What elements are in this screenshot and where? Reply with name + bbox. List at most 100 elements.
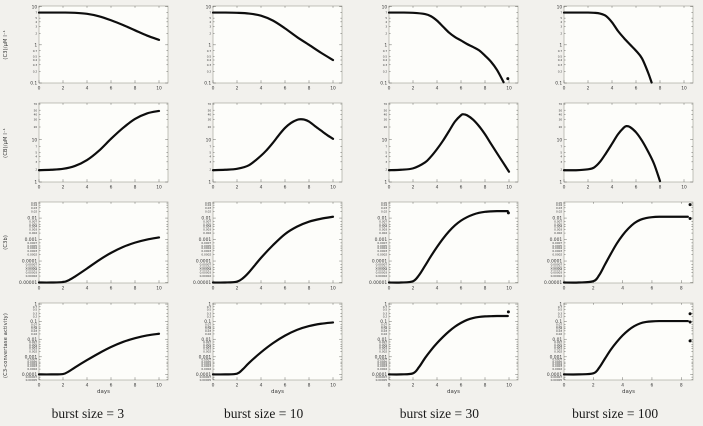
tick-label: 0.0004 <box>201 246 211 250</box>
tick-label: 0.02 <box>556 332 562 336</box>
tick-label: 4 <box>209 20 211 24</box>
tick-label: 4 <box>86 85 89 91</box>
tick-label: 0.02 <box>380 210 386 214</box>
tick-label: 30 <box>207 118 211 122</box>
tick-label: 1 <box>208 180 211 186</box>
data-point-marker <box>688 217 692 221</box>
tick-label: 0.2 <box>558 314 563 318</box>
tick-label: 0.3 <box>558 63 563 67</box>
tick-label: 70 <box>34 102 38 106</box>
tick-label: 4 <box>561 155 563 159</box>
tick-label: 0.02 <box>556 210 562 214</box>
tick-label: 0.02 <box>31 332 37 336</box>
tick-label: 0.0002 <box>377 367 387 371</box>
tick-label: 0.04 <box>380 203 386 207</box>
tick-label: 0.3 <box>33 311 38 315</box>
tick-label: 0 <box>211 85 214 91</box>
plot-cell: (C3-convertase activity) 1 0.1 0.01 0.001 0.… <box>0 297 176 402</box>
tick-label: 0.004 <box>203 225 211 229</box>
tick-label: 0 <box>211 285 214 291</box>
tick-label: 0.05 <box>380 325 386 329</box>
data-curve <box>387 314 509 376</box>
tick-label: 8 <box>307 285 310 291</box>
tick-label: 0.0002 <box>377 253 387 257</box>
tick-label: 3 <box>35 160 37 164</box>
tick-label: 3 <box>385 25 387 29</box>
tick-label: 0.01 <box>377 337 387 343</box>
tick-label: 0.0001 <box>371 372 387 378</box>
tick-label: 0.002 <box>29 350 37 354</box>
tick-label: 0.01 <box>201 337 211 343</box>
tick-label: 0.4 <box>33 58 38 62</box>
plot-frame <box>212 302 343 381</box>
tick-label: 0.3 <box>558 311 563 315</box>
tick-label: 2 <box>411 382 414 388</box>
tick-label: 0.005 <box>379 343 387 347</box>
tick-label: 1 <box>560 42 563 48</box>
tick-label: 0.7 <box>33 49 38 53</box>
tick-label: 2 <box>592 382 595 388</box>
tick-label: 0.00001 <box>544 280 562 286</box>
tick-label: 0.0001 <box>547 372 563 378</box>
tick-label: 0.7 <box>33 305 38 309</box>
tick-label: 20 <box>207 125 211 129</box>
data-curve <box>37 236 161 284</box>
tick-label: 1 <box>208 302 211 308</box>
tick-label: 0.01 <box>553 337 563 343</box>
tick-label: 0 <box>38 285 41 291</box>
tick-label: 0.05 <box>380 201 386 205</box>
tick-label: 0.0001 <box>547 259 563 265</box>
tick-label: 50 <box>559 108 563 112</box>
tick-label: 20 <box>383 125 387 129</box>
tick-label: 0.4 <box>206 58 211 62</box>
tick-label: 0.007 <box>203 220 211 224</box>
tick-label: 0.0007 <box>553 358 563 362</box>
tick-label: 0.00005 <box>551 266 563 270</box>
tick-label: 4 <box>209 155 211 159</box>
x-axis-label: days <box>271 389 284 395</box>
tick-label: 0.0001 <box>22 259 38 265</box>
tick-label: 0.0003 <box>201 249 211 253</box>
tick-label: 0.002 <box>203 231 211 235</box>
tick-label: 10 <box>330 285 336 291</box>
tick-label: 6 <box>283 184 286 190</box>
plot-frame <box>38 5 169 84</box>
data-curve <box>211 321 334 376</box>
tick-label: 0.2 <box>382 70 387 74</box>
tick-label: 7 <box>35 144 37 148</box>
tick-label: 4 <box>435 85 438 91</box>
tick-label: 40 <box>34 112 38 116</box>
tick-label: 4 <box>611 85 614 91</box>
tick-label: 0.0007 <box>377 358 387 362</box>
tick-label: 1 <box>34 302 37 308</box>
tick-label: 5 <box>35 151 37 155</box>
tick-label: 10 <box>557 137 563 143</box>
tick-label: 0.1 <box>555 81 562 87</box>
y-axis-label-text: (C3b) <box>2 235 9 250</box>
data-curve <box>37 11 161 41</box>
tick-label: 10 <box>381 137 387 143</box>
tick-label: 0.1 <box>30 81 37 87</box>
tick-label: 0.03 <box>556 329 562 333</box>
tick-label: 8 <box>680 285 683 291</box>
tick-label: 0.0005 <box>27 360 37 364</box>
y-axis-label-cb: (CB)/μM l⁻¹ <box>0 97 11 188</box>
plot-cell: 10 1 0.1 7 5 4 3 2 0.7 0.5 0.4 0.3 0.2 0 2 4 6 8 10 <box>352 0 528 97</box>
tick-label: 0.007 <box>203 340 211 344</box>
data-point-marker <box>688 320 692 324</box>
tick-label: 8 <box>134 285 137 291</box>
tick-label: 10 <box>156 285 162 291</box>
plot-cell: 10 1 70 50 40 30 20 7 5 4 3 2 0 2 4 6 8 10 <box>352 97 528 196</box>
tick-label: 4 <box>561 20 563 24</box>
y-axis-label-text: (CB)/μM l⁻¹ <box>2 127 9 158</box>
tick-label: 0.05 <box>205 201 211 205</box>
tick-label: 0.0002 <box>201 253 211 257</box>
tick-label: 0.0004 <box>201 362 211 366</box>
tick-label: 0.002 <box>379 231 387 235</box>
tick-label: 0.5 <box>382 307 387 311</box>
tick-label: 8 <box>307 382 310 388</box>
tick-label: 0.02 <box>31 210 37 214</box>
plot-c3b-burst-10: 0.01 0.001 0.0001 0.00001 0.050.040.030.02 0.… <box>193 201 343 291</box>
